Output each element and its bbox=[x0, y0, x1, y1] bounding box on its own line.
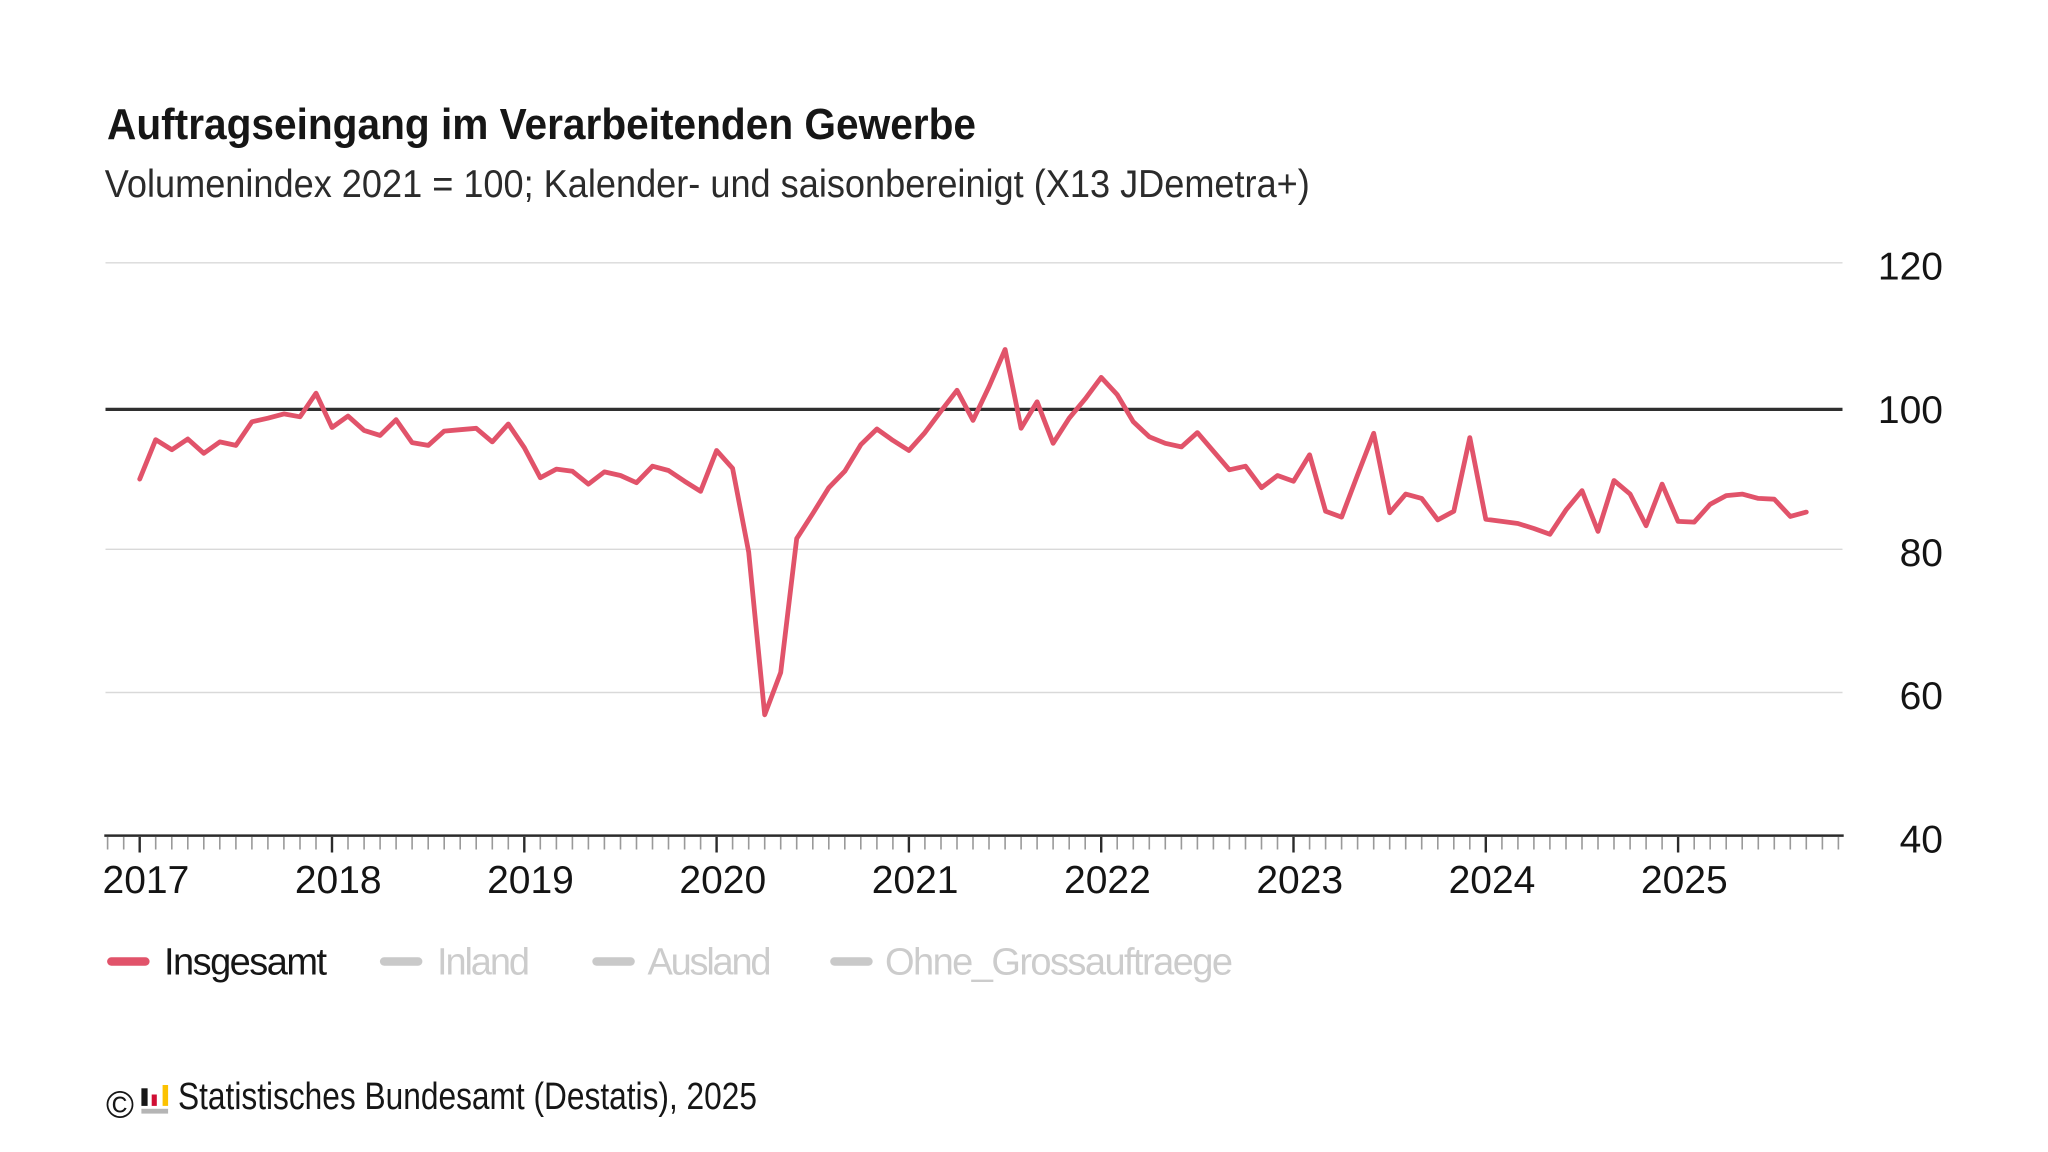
svg-text:60: 60 bbox=[1900, 675, 1943, 718]
svg-text:2019: 2019 bbox=[487, 859, 574, 902]
svg-text:2024: 2024 bbox=[1449, 859, 1536, 902]
svg-text:Volumenindex 2021 = 100; Kalen: Volumenindex 2021 = 100; Kalender- und s… bbox=[105, 163, 1310, 206]
svg-text:2018: 2018 bbox=[295, 859, 382, 902]
svg-text:©: © bbox=[106, 1085, 134, 1127]
svg-text:80: 80 bbox=[1900, 532, 1943, 575]
svg-text:Auftragseingang im Verarbeiten: Auftragseingang im Verarbeitenden Gewerb… bbox=[107, 100, 976, 149]
svg-text:2023: 2023 bbox=[1256, 859, 1343, 902]
svg-text:Statistisches Bundesamt (Desta: Statistisches Bundesamt (Destatis), 2025 bbox=[178, 1076, 757, 1118]
svg-text:2020: 2020 bbox=[679, 859, 766, 902]
svg-text:Ohne_Grossauftraege: Ohne_Grossauftraege bbox=[885, 942, 1233, 984]
svg-text:Ausland: Ausland bbox=[648, 942, 772, 984]
svg-text:2025: 2025 bbox=[1641, 859, 1728, 902]
svg-text:2022: 2022 bbox=[1064, 859, 1151, 902]
svg-text:120: 120 bbox=[1878, 246, 1943, 289]
svg-text:2017: 2017 bbox=[103, 859, 190, 902]
svg-text:Insgesamt: Insgesamt bbox=[164, 942, 327, 984]
svg-text:100: 100 bbox=[1878, 389, 1943, 432]
svg-text:Inland: Inland bbox=[437, 942, 530, 984]
svg-text:2021: 2021 bbox=[872, 859, 959, 902]
svg-text:40: 40 bbox=[1900, 818, 1943, 861]
